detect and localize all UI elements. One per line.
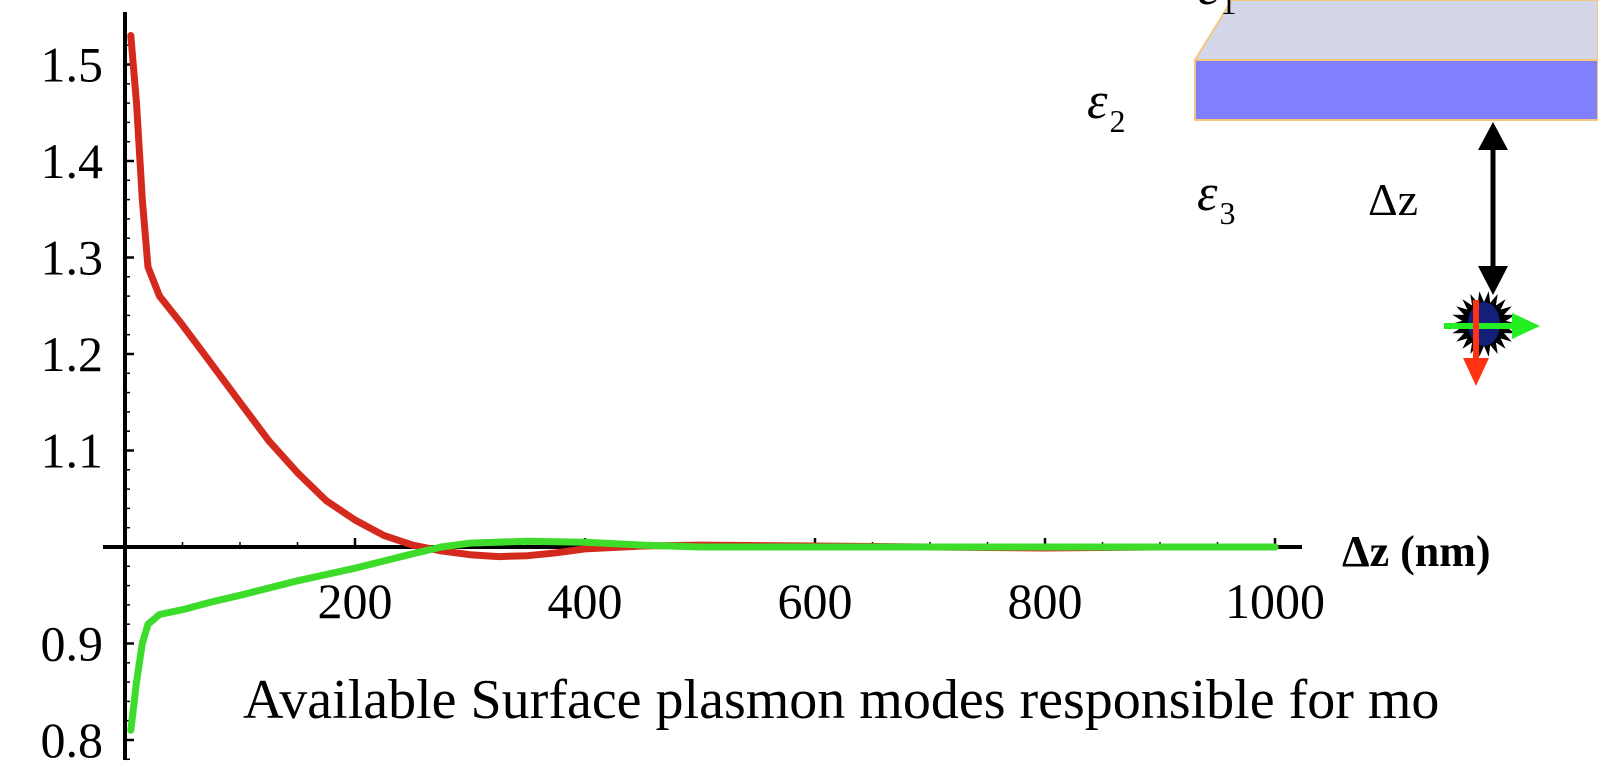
y-tick-label: 0.8: [41, 712, 104, 768]
y-tick-label: 0.9: [41, 616, 104, 672]
caption-line-1: Available Surface plasmon modes responsi…: [243, 669, 1440, 731]
vertical-dipole-arrow-icon: [1463, 300, 1489, 386]
metal-layer-2: [1194, 59, 1598, 121]
x-tick-label: 1000: [1225, 573, 1325, 629]
y-tick-label: 1.2: [41, 326, 104, 382]
caption: Available Surface plasmon modes responsi…: [243, 668, 1439, 732]
epsilon-1-label: ε1: [1198, 0, 1237, 21]
y-tick-label: 1.4: [41, 133, 104, 189]
series-lines: [127, 32, 1279, 734]
x-tick-label: 400: [548, 573, 623, 629]
y-tick-label: 1.5: [41, 37, 104, 93]
chart: 0.8 0.9 1.1 1.2 1.3 1.4 1.5 200 400 600 800 1000 Δ…: [41, 12, 1491, 768]
epsilon-3-label: ε3: [1197, 165, 1236, 231]
x-tick-label: 600: [778, 573, 853, 629]
horizontal-dipole-arrow-icon: [1444, 313, 1540, 339]
emitter-dipole-icon: [1444, 291, 1540, 386]
x-tick-labels: 200 400 600 800 1000: [318, 573, 1326, 629]
epsilon-2-label: ε2: [1087, 73, 1126, 139]
dielectric-layer-1: [1193, 0, 1598, 61]
y-tick-label: 1.3: [41, 230, 104, 286]
distance-arrow-icon: [1478, 122, 1508, 295]
axis-ticks: [125, 44, 1277, 761]
x-axis-label: Δz (nm): [1342, 527, 1491, 576]
layer-diagram: ε1 ε2 ε3 Δz: [1087, 0, 1598, 386]
x-tick-label: 800: [1008, 573, 1083, 629]
series-line-green: [127, 537, 1279, 734]
y-tick-labels: 0.8 0.9 1.1 1.2 1.3 1.4 1.5: [41, 37, 104, 769]
x-tick-label: 200: [318, 573, 393, 629]
delta-z-label: Δz: [1368, 174, 1418, 225]
y-tick-label: 1.1: [41, 423, 104, 479]
